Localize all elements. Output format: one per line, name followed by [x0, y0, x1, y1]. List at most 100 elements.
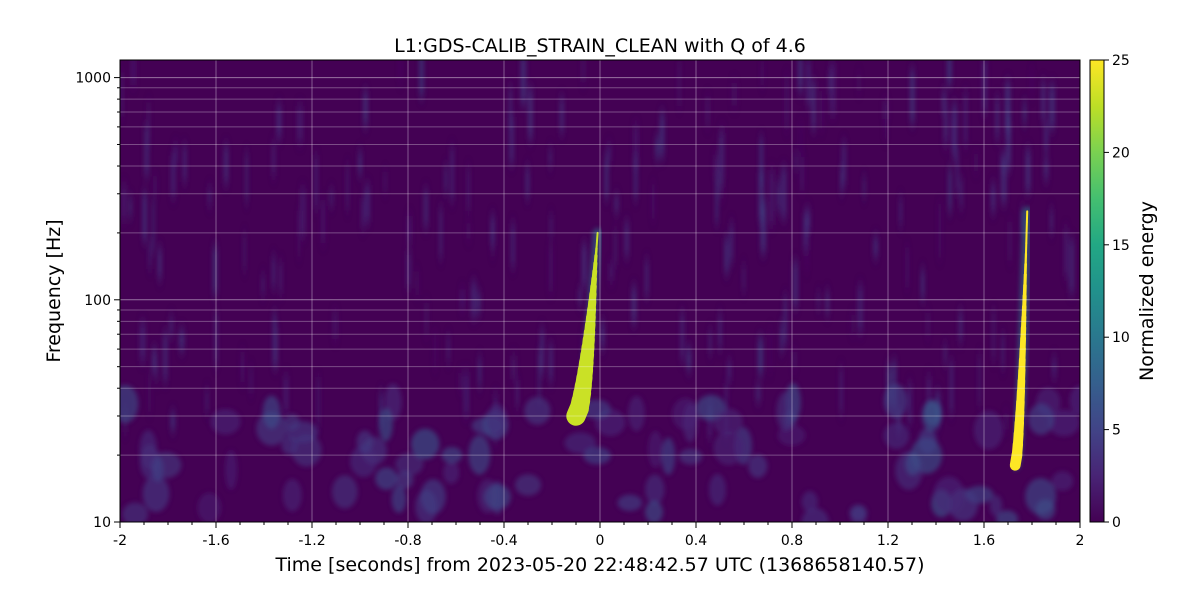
x-tick-label: 1.6 [973, 533, 995, 549]
x-tick-label: -1.6 [202, 533, 229, 549]
noise-streak [416, 271, 419, 296]
noise-blob [1069, 385, 1080, 416]
noise-streak [466, 167, 470, 212]
noise-streak [1025, 149, 1031, 193]
noise-streak [459, 373, 463, 390]
noise-streak [863, 176, 866, 197]
noise-streak [992, 309, 995, 361]
noise-blob [378, 408, 393, 442]
noise-streak [379, 392, 383, 423]
noise-blob [883, 422, 910, 450]
noise-streak [644, 259, 649, 297]
noise-blob [644, 500, 664, 522]
feature-core [595, 239, 599, 250]
noise-streak [261, 274, 265, 296]
noise-blob [120, 384, 139, 424]
noise-blob [443, 461, 460, 484]
noise-streak [214, 312, 218, 365]
noise-streak [780, 322, 783, 353]
noise-blob [197, 492, 221, 522]
noise-blob [139, 429, 157, 469]
noise-streak [633, 124, 639, 168]
noise-streak [549, 214, 553, 237]
noise-streak [708, 330, 712, 355]
noise-streak [804, 209, 811, 232]
noise-blob [356, 430, 374, 453]
y-tick-label: 100 [84, 293, 111, 309]
noise-streak [757, 337, 764, 375]
signal-features [566, 206, 1033, 471]
noise-blob [748, 454, 768, 478]
noise-blob [628, 395, 645, 432]
noise-streak [633, 157, 638, 200]
noise-streak [1063, 228, 1068, 277]
noise-blob [905, 452, 921, 476]
noise-streak [686, 347, 692, 371]
noise-streak [978, 354, 981, 406]
colorbar: 0 5 10 15 20 25 Normalized energy [1089, 53, 1158, 531]
noise-streak [724, 237, 730, 274]
noise-streak [142, 192, 147, 242]
noise-streak [882, 100, 889, 120]
noise-streak [599, 321, 605, 349]
noise-streak [759, 137, 764, 183]
noise-streak [148, 241, 152, 269]
noise-blob [468, 435, 491, 475]
noise-streak [297, 105, 303, 143]
noise-streak [271, 142, 276, 176]
colorbar-ticks: 0 5 10 15 20 25 [1104, 53, 1130, 531]
y-tick-label: 10 [93, 515, 111, 531]
noise-blob [1028, 403, 1054, 435]
noise-streak [581, 243, 587, 287]
noise-streak [606, 144, 612, 161]
y-tick-label: 1000 [75, 71, 111, 87]
noise-blob [1048, 409, 1080, 437]
noise-streak [384, 171, 387, 192]
noise-streak [490, 215, 495, 246]
noise-streak [276, 104, 282, 139]
noise-streak [906, 247, 909, 288]
noise-streak [320, 199, 326, 243]
x-axis: -2 -1.6 -1.2 -0.8 -0.4 0 0.4 0.8 1.2 1.6 2 [113, 522, 1084, 549]
noise-streak [548, 148, 552, 167]
noise-blob [583, 446, 611, 465]
noise-streak [131, 60, 136, 85]
noise-streak [129, 196, 132, 218]
x-tick-label: 0.8 [781, 533, 803, 549]
noise-streak [182, 145, 187, 183]
x-tick-label: 2 [1076, 533, 1085, 549]
noise-streak [995, 97, 999, 140]
noise-streak [271, 256, 276, 289]
grid [120, 60, 1080, 522]
noise-streak [1004, 81, 1011, 134]
noise-streak [705, 96, 710, 126]
noise-streak [581, 60, 586, 83]
colorbar-tick-label: 25 [1112, 53, 1130, 69]
noise-streak [608, 263, 615, 281]
y-axis: 10 100 1000 [75, 71, 120, 531]
noise-streak [405, 251, 412, 289]
noise-blob [151, 456, 164, 483]
x-axis-label: Time [seconds] from 2023-05-20 22:48:42.… [275, 554, 925, 576]
noise-streak [840, 166, 843, 194]
noise-streak [943, 344, 947, 365]
noise-streak [886, 364, 892, 406]
feature-core [594, 246, 598, 258]
noise-streak [329, 190, 334, 206]
noise-streak [510, 223, 515, 268]
noise-streak [466, 223, 471, 239]
noise-streak [423, 189, 429, 228]
noise-streak [945, 104, 948, 140]
noise-texture [120, 60, 1080, 522]
noise-streak [943, 119, 948, 147]
x-tick-label: 0 [596, 533, 605, 549]
noise-streak [760, 201, 766, 254]
noise-streak [811, 81, 816, 130]
noise-streak [363, 91, 368, 127]
noise-streak [715, 172, 719, 224]
noise-streak [1049, 209, 1054, 233]
noise-streak [169, 316, 174, 337]
noise-streak [361, 198, 365, 229]
feature-core [593, 254, 598, 266]
noise-streak [981, 60, 988, 114]
